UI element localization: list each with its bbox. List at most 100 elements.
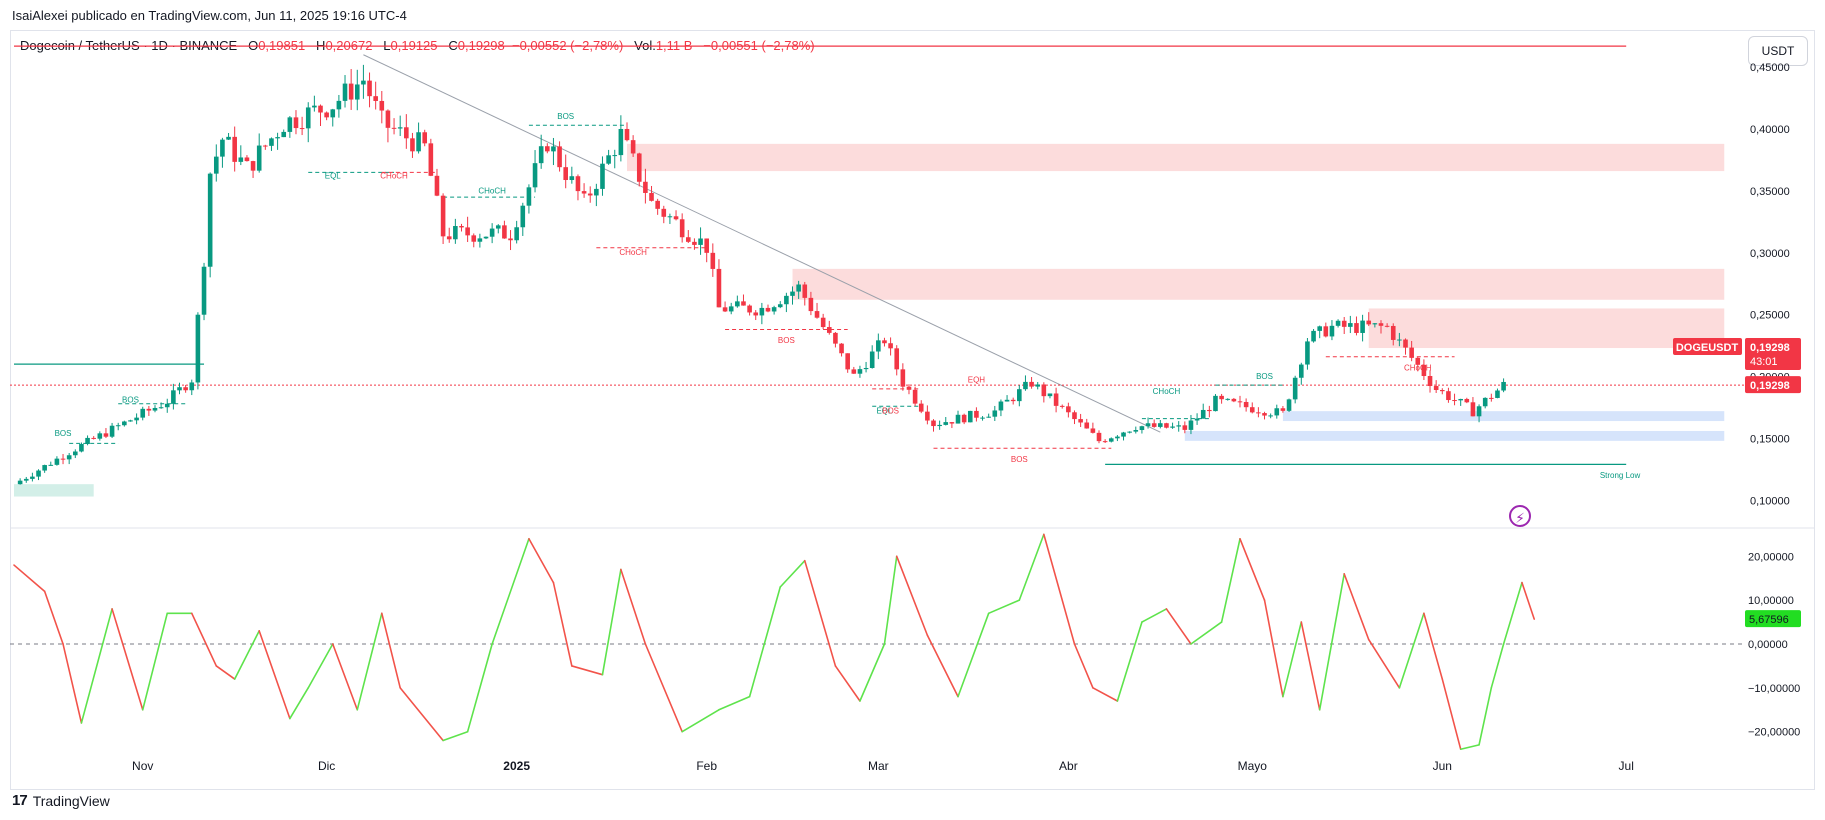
oscillator-segment [1239,537,1266,601]
candle-body [17,480,23,485]
candle-body [1262,413,1267,416]
candle-body [839,343,844,354]
tradingview-brand[interactable]: 17 TradingView [12,792,110,809]
oscillator-segment [1441,678,1462,751]
oscillator-segment [1092,687,1119,702]
candle-body [1256,412,1261,414]
candle-body [440,195,446,237]
candle-body [361,80,366,85]
candle-body [900,369,906,387]
oscillator-segment [620,568,647,645]
candle-body [477,238,483,242]
candle-body [226,136,231,140]
candle-body [1121,432,1126,437]
candle-body [1035,384,1041,387]
candle-body [207,173,213,267]
candle-body [1243,401,1249,408]
candle-body [305,107,311,129]
candle-body [802,284,808,298]
candle-body [1194,418,1200,421]
candle-body [679,219,685,238]
candle-body [1059,405,1065,407]
oscillator-segment [1190,621,1223,645]
candle-body [348,83,354,100]
candle-body [459,226,464,228]
time-axis-tick: 2025 [503,759,530,773]
candle-body [1415,357,1421,365]
candle-body [30,476,35,479]
oscillator-segment [1018,533,1045,601]
zone-box [792,268,1725,300]
candle-body [532,163,538,188]
oscillator-segment [331,643,359,711]
oscillator-segment [1478,687,1493,746]
oscillator-segment [644,643,683,733]
oscillator-segment [1263,599,1284,698]
oscillator-axis-tick: 20,00000 [1748,551,1794,563]
zone-box [1282,411,1725,422]
candle-body [177,387,182,391]
candle-body [796,284,801,292]
oscillator-axis-tick: −10,00000 [1748,683,1800,695]
candle-body [256,145,262,171]
oscillator-segment [883,555,898,645]
candle-body [747,305,752,313]
candle-body [710,252,716,269]
candle-body [79,444,84,452]
candle-body [1231,398,1237,402]
oscillator-segment [803,559,837,667]
oscillator-axis-tick: 0,00000 [1748,639,1788,651]
candle-body [538,146,544,164]
candle-body [741,301,746,306]
candle-body [446,236,452,240]
candle-body [587,193,593,196]
oscillator-axis-tick: −20,00000 [1748,727,1800,739]
oscillator-segment [1367,638,1401,689]
candle-body [508,238,513,241]
tradingview-logo-icon: 17 [12,792,28,809]
candle-body [97,433,103,439]
oscillator-segment [289,687,310,720]
oscillator-segment [528,537,555,584]
candle-body [1354,323,1359,333]
candle-body [980,417,985,419]
candle-body [1446,391,1451,401]
oscillator-segment [1490,643,1505,689]
candle-body [551,146,556,152]
oscillator-segment [1343,573,1370,641]
candle-body [263,145,268,147]
candle-body [299,128,305,130]
oscillator-segment [1423,612,1444,680]
candle-body [312,105,317,108]
candle-body [122,421,127,426]
candle-body [876,340,881,352]
structure-label: BOS [1256,372,1273,381]
price-axis-tick: 0,25000 [1750,310,1790,322]
candle-body [367,80,372,97]
candle-body [790,291,795,296]
currency-button[interactable]: USDT [1748,36,1808,66]
candle-body [103,433,109,437]
candle-body [949,422,955,424]
candle-body [115,425,121,427]
time-axis-tick: Abr [1059,759,1078,773]
candle-body [128,420,133,422]
candle-body [373,96,378,101]
price-line-value: 0,19298 [1750,380,1790,392]
alert-bolt-icon[interactable]: ⚡ [1509,505,1531,527]
oscillator-segment [111,608,144,711]
candle-body [1029,381,1034,387]
structure-label: CHoCH [1153,387,1181,396]
candle-body [1023,381,1028,390]
candle-body [925,411,930,421]
candle-body [686,237,691,242]
candle-body [1182,425,1188,430]
structure-label: BOS [55,429,72,438]
candle-body [465,227,470,236]
oscillator-segment [987,599,1021,615]
oscillator-segment [1502,581,1523,645]
oscillator-segment [601,568,622,676]
candle-body [1299,364,1304,378]
candle-body [649,192,654,201]
